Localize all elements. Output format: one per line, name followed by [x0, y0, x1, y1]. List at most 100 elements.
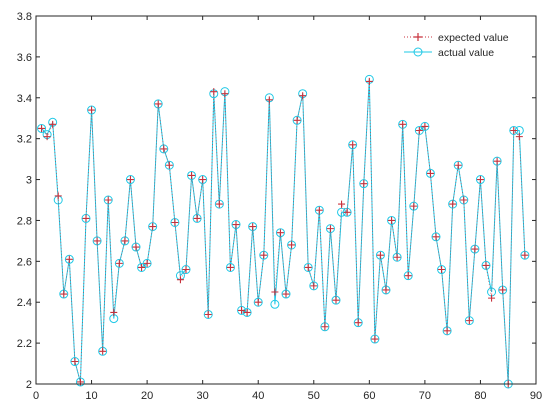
- data-point-expected: [188, 171, 196, 179]
- data-point-actual: [392, 252, 402, 262]
- data-point-expected: [243, 308, 251, 316]
- data-point-expected: [138, 263, 146, 271]
- data-point-actual: [159, 144, 169, 154]
- data-point-expected: [371, 335, 379, 343]
- data-point-expected: [304, 263, 312, 271]
- data-point-actual: [448, 199, 458, 209]
- data-point-expected: [88, 106, 96, 114]
- x-tick-label: 90: [530, 390, 542, 402]
- data-point-actual: [475, 175, 485, 185]
- x-tick-label: 10: [85, 390, 97, 402]
- data-point-expected: [321, 323, 329, 331]
- data-point-expected: [399, 120, 407, 128]
- data-point-expected: [354, 319, 362, 327]
- data-point-expected: [160, 145, 168, 153]
- data-point-expected: [426, 169, 434, 177]
- data-point-expected: [271, 288, 279, 296]
- y-tick-label: 3.4: [17, 93, 32, 105]
- data-point-expected: [488, 294, 496, 302]
- data-point-expected: [365, 77, 373, 85]
- data-point-actual: [387, 215, 397, 225]
- x-tick-label: 70: [419, 390, 431, 402]
- data-point-expected: [126, 176, 134, 184]
- data-point-expected: [382, 286, 390, 294]
- data-point-expected: [449, 200, 457, 208]
- data-point-expected: [226, 263, 234, 271]
- data-point-expected: [215, 200, 223, 208]
- data-point-expected: [265, 96, 273, 104]
- y-tick-label: 2.4: [17, 297, 32, 309]
- data-point-expected: [99, 347, 107, 355]
- data-point-expected: [165, 161, 173, 169]
- y-tick-label: 3.6: [17, 52, 32, 64]
- data-point-expected: [282, 290, 290, 298]
- data-point-expected: [460, 196, 468, 204]
- data-point-expected: [93, 237, 101, 245]
- data-point-actual: [453, 160, 463, 170]
- data-point-expected: [338, 200, 346, 208]
- data-point-actual: [181, 265, 191, 275]
- data-point-expected: [82, 214, 90, 222]
- x-tick-label: 20: [141, 390, 153, 402]
- x-tick-label: 40: [252, 390, 264, 402]
- x-tick-label: 0: [33, 390, 39, 402]
- data-point-actual: [231, 220, 241, 230]
- data-point-actual: [481, 260, 491, 270]
- y-tick-label: 3.8: [17, 11, 32, 23]
- data-point-actual: [87, 105, 97, 115]
- data-point-expected: [38, 124, 46, 132]
- data-point-expected: [388, 216, 396, 224]
- data-point-actual: [148, 222, 158, 232]
- data-point-actual: [270, 299, 280, 309]
- data-point-actual: [520, 250, 530, 260]
- data-point-actual: [192, 213, 202, 223]
- data-point-expected: [115, 259, 123, 267]
- axis-ticks: 0 10 20 30 40 50 60 70 80 90 2 2.2 2.4 2.6 2.8 3 3.2 3.4 3…: [17, 11, 542, 402]
- data-point-actual: [225, 262, 235, 272]
- data-point-expected: [515, 133, 523, 141]
- legend-item-expected: expected value: [404, 32, 509, 44]
- data-point-expected: [104, 196, 112, 204]
- data-point-expected: [315, 206, 323, 214]
- data-point-actual: [70, 357, 80, 367]
- data-point-expected: [310, 282, 318, 290]
- data-point-actual: [114, 258, 124, 268]
- data-point-expected: [49, 120, 57, 128]
- data-point-actual: [348, 140, 358, 150]
- data-point-expected: [482, 261, 490, 269]
- data-point-expected: [199, 176, 207, 184]
- data-point-expected: [421, 122, 429, 130]
- data-point-expected: [510, 126, 518, 134]
- data-point-expected: [154, 100, 162, 108]
- x-tick-label: 60: [363, 390, 375, 402]
- data-point-expected: [393, 253, 401, 261]
- y-tick-label: 2.6: [17, 256, 32, 268]
- data-point-expected: [221, 90, 229, 98]
- plot-frame: [35, 15, 537, 385]
- data-point-expected: [443, 327, 451, 335]
- data-point-actual: [253, 297, 263, 307]
- legend-label-expected: expected value: [438, 32, 509, 44]
- y-tick-label: 2.2: [17, 338, 32, 350]
- data-point-expected: [293, 116, 301, 124]
- data-point-actual: [242, 307, 252, 317]
- data-point-actual: [187, 170, 197, 180]
- data-point-actual: [64, 254, 74, 264]
- y-tick-label: 2.8: [17, 215, 32, 227]
- data-point-expected: [254, 298, 262, 306]
- data-point-expected: [326, 225, 334, 233]
- data-point-actual: [103, 195, 113, 205]
- data-point-expected: [343, 208, 351, 216]
- data-point-actual: [403, 271, 413, 281]
- data-point-actual: [303, 262, 313, 272]
- data-point-actual: [309, 281, 319, 291]
- legend-marker-plus: [414, 33, 422, 41]
- data-point-expected: [132, 243, 140, 251]
- data-point-expected: [204, 310, 212, 318]
- data-point-expected: [499, 286, 507, 294]
- data-point-expected: [143, 259, 151, 267]
- data-point-expected: [238, 306, 246, 314]
- data-point-expected: [60, 290, 68, 298]
- data-point-expected: [276, 229, 284, 237]
